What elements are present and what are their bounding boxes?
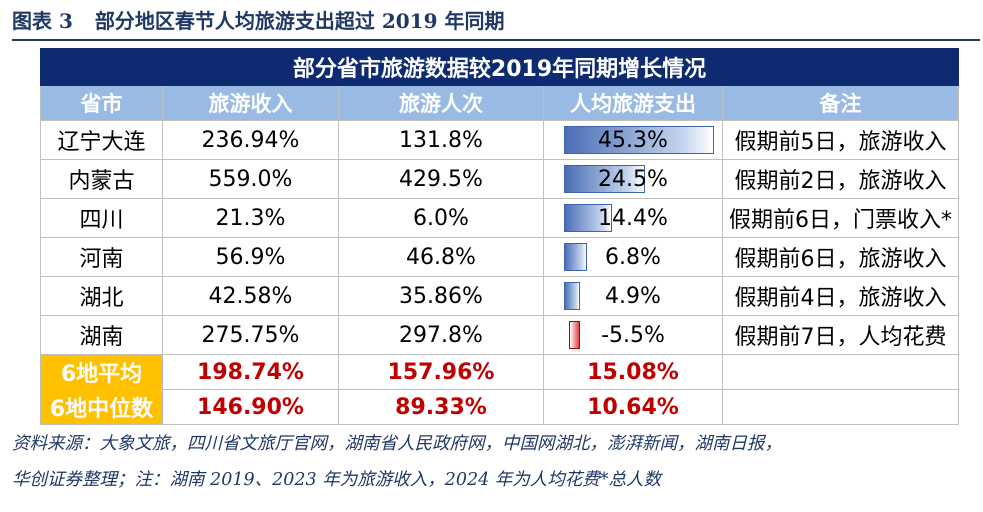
note-cell: 假期前2日，旅游收入	[721, 159, 960, 199]
note-cell: 假期前7日，人均花费	[721, 315, 960, 355]
visits-cell: 131.8%	[338, 120, 544, 160]
figure-title-text: 部分地区春节人均旅游支出超过 2019 年同期	[94, 9, 505, 33]
region-cell: 内蒙古	[40, 159, 163, 199]
per-capita-cell: -5.5%	[543, 315, 723, 355]
header-region: 省市	[40, 85, 163, 121]
visits-cell: 6.0%	[338, 198, 544, 238]
summary-note-empty	[721, 354, 960, 390]
summary-visits: 89.33%	[338, 389, 544, 425]
per-capita-cell: 4.9%	[543, 276, 723, 316]
revenue-cell: 236.94%	[162, 120, 339, 160]
per-capita-value: 4.9%	[605, 283, 661, 309]
tourism-growth-table: 部分省市旅游数据较2019年同期增长情况 省市 旅游收入 旅游人次 人均旅游支出…	[39, 48, 960, 425]
region-cell: 辽宁大连	[40, 120, 163, 160]
table-row: 四川 21.3% 6.0% 14.4% 假期前6日，门票收入*	[40, 198, 960, 238]
per-capita-value: 6.8%	[605, 244, 661, 270]
revenue-cell: 21.3%	[162, 198, 339, 238]
source-line-1: 资料来源：大象文旅，四川省文旅厅官网，湖南省人民政府网，中国网湖北，澎湃新闻，湖…	[12, 434, 782, 454]
header-visits: 旅游人次	[338, 85, 544, 121]
revenue-cell: 275.75%	[162, 315, 339, 355]
visits-cell: 297.8%	[338, 315, 544, 355]
summary-row-median: 6地中位数 146.90% 89.33% 10.64%	[40, 389, 960, 425]
per-capita-bar	[564, 282, 581, 310]
visits-cell: 46.8%	[338, 237, 544, 277]
figure-number: 3	[58, 9, 73, 33]
figure-title: 图表 3 部分地区春节人均旅游支出超过 2019 年同期	[12, 6, 504, 36]
per-capita-value: 45.3%	[598, 127, 668, 153]
figure-label: 图表	[12, 9, 52, 33]
table-header-row: 省市 旅游收入 旅游人次 人均旅游支出 备注	[40, 85, 960, 121]
table-banner-row: 部分省市旅游数据较2019年同期增长情况	[39, 48, 960, 86]
per-capita-cell: 24.5%	[543, 159, 723, 199]
revenue-cell: 56.9%	[162, 237, 339, 277]
table-row: 湖南 275.75% 297.8% -5.5% 假期前7日，人均花费	[40, 315, 960, 355]
title-divider	[12, 39, 980, 41]
visits-cell: 429.5%	[338, 159, 544, 199]
note-cell: 假期前6日，旅游收入	[721, 237, 960, 277]
summary-row-average: 6地平均 198.74% 157.96% 15.08%	[40, 354, 960, 390]
note-cell: 假期前5日，旅游收入	[721, 120, 960, 160]
revenue-cell: 42.58%	[162, 276, 339, 316]
table-row: 河南 56.9% 46.8% 6.8% 假期前6日，旅游收入	[40, 237, 960, 277]
table-row: 湖北 42.58% 35.86% 4.9% 假期前4日，旅游收入	[40, 276, 960, 316]
summary-revenue: 146.90%	[162, 389, 339, 425]
region-cell: 四川	[40, 198, 163, 238]
region-cell: 河南	[40, 237, 163, 277]
visits-cell: 35.86%	[338, 276, 544, 316]
summary-per-capita: 10.64%	[543, 389, 723, 425]
header-note: 备注	[721, 85, 960, 121]
region-cell: 湖北	[40, 276, 163, 316]
per-capita-bar	[564, 126, 714, 154]
table-row: 内蒙古 559.0% 429.5% 24.5% 假期前2日，旅游收入	[40, 159, 960, 199]
per-capita-bar	[564, 243, 587, 271]
summary-revenue: 198.74%	[162, 354, 339, 390]
note-cell: 假期前4日，旅游收入	[721, 276, 960, 316]
summary-label: 6地中位数	[40, 389, 163, 425]
source-note: 资料来源：大象文旅，四川省文旅厅官网，湖南省人民政府网，中国网湖北，澎湃新闻，湖…	[12, 426, 979, 498]
summary-label: 6地平均	[40, 354, 163, 390]
region-cell: 湖南	[40, 315, 163, 355]
per-capita-value: 24.5%	[598, 166, 668, 192]
per-capita-cell: 6.8%	[543, 237, 723, 277]
per-capita-cell: 14.4%	[543, 198, 723, 238]
per-capita-value: 14.4%	[598, 205, 668, 231]
per-capita-bar	[564, 204, 612, 232]
note-cell: 假期前6日，门票收入*	[721, 198, 960, 238]
summary-visits: 157.96%	[338, 354, 544, 390]
summary-per-capita: 15.08%	[543, 354, 723, 390]
per-capita-bar	[564, 165, 646, 193]
per-capita-cell: 45.3%	[543, 120, 723, 160]
source-line-2: 华创证券整理；注：湖南 2019、2023 年为旅游收入，2024 年为人均花费…	[12, 470, 662, 490]
table-row: 辽宁大连 236.94% 131.8% 45.3% 假期前5日，旅游收入	[40, 120, 960, 160]
header-per-capita: 人均旅游支出	[543, 85, 723, 121]
per-capita-bar	[568, 321, 580, 349]
per-capita-value: -5.5%	[601, 322, 665, 348]
revenue-cell: 559.0%	[162, 159, 339, 199]
table-banner: 部分省市旅游数据较2019年同期增长情况	[39, 48, 960, 86]
header-revenue: 旅游收入	[162, 85, 339, 121]
summary-note-empty	[721, 389, 960, 425]
